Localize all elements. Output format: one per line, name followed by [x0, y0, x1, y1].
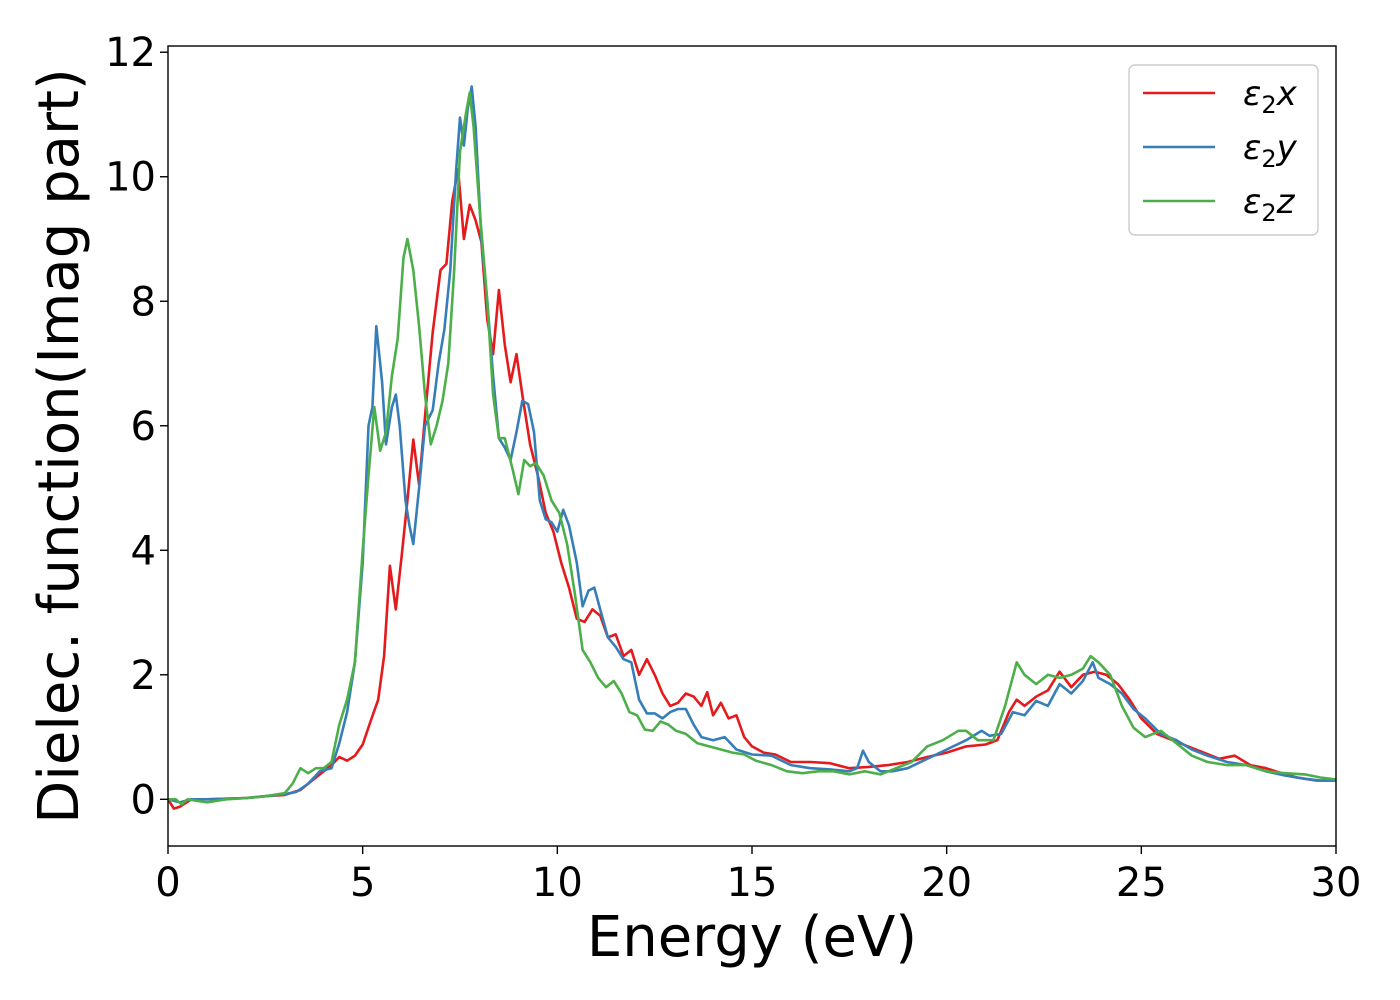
y-tick-label: 8 [131, 279, 156, 325]
series-line-x [168, 168, 1336, 810]
x-tick-label: 5 [350, 860, 375, 906]
legend-label-z: ε2z [1243, 182, 1296, 227]
legend-label-x: ε2x [1243, 74, 1298, 119]
series-layer [168, 85, 1336, 810]
x-tick-label: 25 [1116, 860, 1167, 906]
y-tick-label: 4 [131, 528, 156, 574]
y-tick-label: 10 [105, 155, 156, 201]
legend-label-y: ε2y [1243, 128, 1298, 173]
x-axis-ticks: 0 5 10 15 20 25 30 [155, 846, 1361, 906]
y-tick-label: 0 [131, 777, 156, 823]
x-tick-label: 15 [727, 860, 778, 906]
x-tick-label: 10 [532, 860, 583, 906]
x-tick-label: 30 [1311, 860, 1362, 906]
y-tick-label: 2 [131, 653, 156, 699]
x-tick-label: 20 [921, 860, 972, 906]
legend-box [1128, 64, 1319, 236]
legend: ε2x ε2y ε2z [1128, 64, 1319, 236]
x-tick-label: 0 [155, 860, 180, 906]
series-line-z [168, 91, 1336, 806]
y-axis-label: Dielec. function(Imag part) [27, 68, 92, 824]
x-axis-label: Energy (eV) [587, 905, 917, 970]
series-line-y [168, 85, 1336, 804]
y-tick-label: 6 [131, 404, 156, 450]
y-axis-ticks: 0 2 4 6 8 10 12 [105, 30, 168, 823]
y-tick-label: 12 [105, 30, 156, 76]
